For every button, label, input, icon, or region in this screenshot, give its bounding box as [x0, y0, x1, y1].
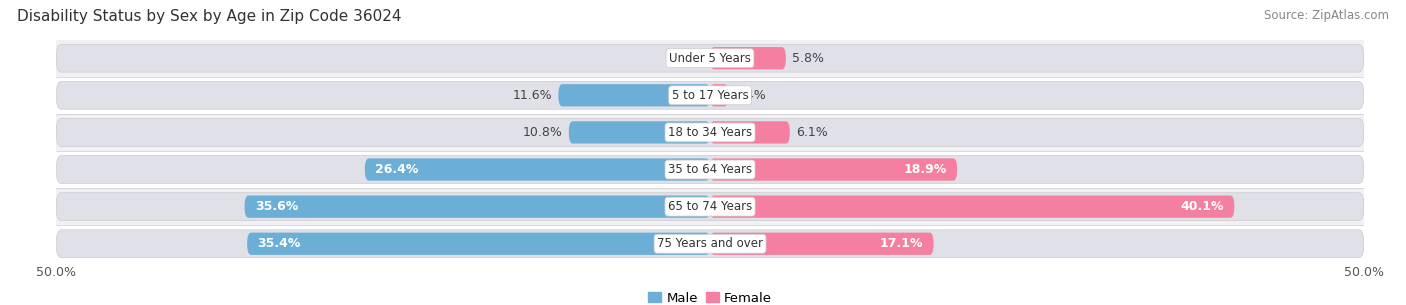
- Text: 26.4%: 26.4%: [375, 163, 419, 176]
- FancyBboxPatch shape: [710, 84, 728, 106]
- Bar: [56, 188, 1364, 225]
- FancyBboxPatch shape: [710, 233, 934, 255]
- FancyBboxPatch shape: [710, 121, 790, 144]
- Text: 18.9%: 18.9%: [904, 163, 946, 176]
- Bar: [56, 151, 1364, 188]
- FancyBboxPatch shape: [56, 119, 1364, 146]
- FancyBboxPatch shape: [569, 121, 710, 144]
- FancyBboxPatch shape: [56, 156, 1364, 183]
- FancyBboxPatch shape: [364, 158, 710, 181]
- Text: 75 Years and over: 75 Years and over: [657, 237, 763, 250]
- Text: 40.1%: 40.1%: [1181, 200, 1223, 213]
- FancyBboxPatch shape: [56, 81, 1364, 109]
- Bar: [56, 40, 1364, 77]
- FancyBboxPatch shape: [558, 84, 710, 106]
- Text: 18 to 34 Years: 18 to 34 Years: [668, 126, 752, 139]
- FancyBboxPatch shape: [710, 196, 1234, 218]
- Bar: [56, 225, 1364, 262]
- FancyBboxPatch shape: [710, 47, 786, 69]
- FancyBboxPatch shape: [247, 233, 710, 255]
- Text: 35 to 64 Years: 35 to 64 Years: [668, 163, 752, 176]
- Text: 5 to 17 Years: 5 to 17 Years: [672, 89, 748, 102]
- Text: 65 to 74 Years: 65 to 74 Years: [668, 200, 752, 213]
- Text: 6.1%: 6.1%: [796, 126, 828, 139]
- Text: 10.8%: 10.8%: [523, 126, 562, 139]
- FancyBboxPatch shape: [710, 158, 957, 181]
- Text: 35.4%: 35.4%: [257, 237, 301, 250]
- FancyBboxPatch shape: [56, 44, 1364, 72]
- FancyBboxPatch shape: [245, 196, 710, 218]
- Text: 0.0%: 0.0%: [672, 52, 703, 65]
- Text: 35.6%: 35.6%: [254, 200, 298, 213]
- Text: 11.6%: 11.6%: [512, 89, 551, 102]
- FancyBboxPatch shape: [56, 230, 1364, 258]
- Text: 17.1%: 17.1%: [880, 237, 924, 250]
- Bar: [56, 114, 1364, 151]
- Bar: [56, 77, 1364, 114]
- Legend: Male, Female: Male, Female: [648, 292, 772, 305]
- Text: Source: ZipAtlas.com: Source: ZipAtlas.com: [1264, 9, 1389, 22]
- Text: 5.8%: 5.8%: [793, 52, 824, 65]
- Text: Disability Status by Sex by Age in Zip Code 36024: Disability Status by Sex by Age in Zip C…: [17, 9, 401, 24]
- FancyBboxPatch shape: [56, 193, 1364, 221]
- Text: 1.4%: 1.4%: [735, 89, 766, 102]
- Text: Under 5 Years: Under 5 Years: [669, 52, 751, 65]
